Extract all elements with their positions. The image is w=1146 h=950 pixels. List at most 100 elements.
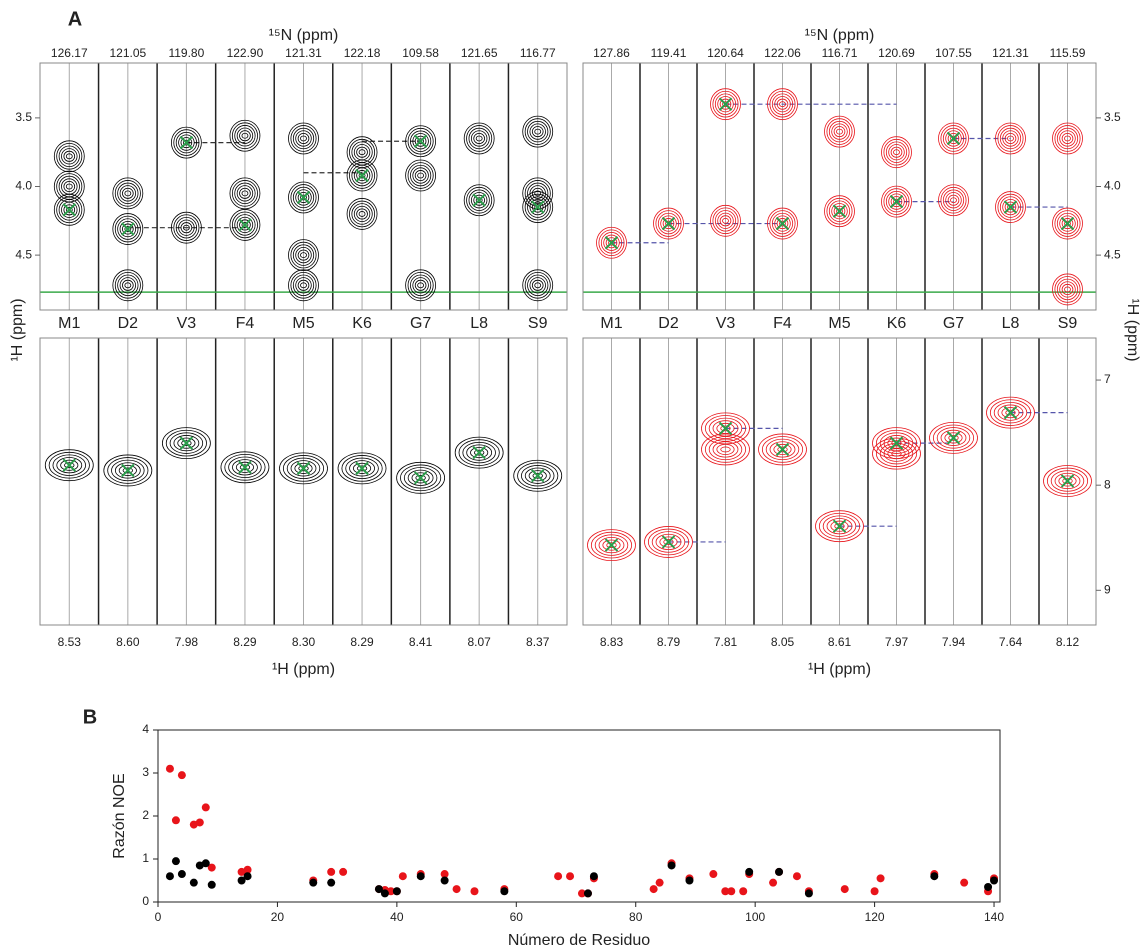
residue-label: V3 xyxy=(177,315,197,332)
h1-shift: 7.94 xyxy=(942,635,966,649)
data-point xyxy=(554,872,562,880)
data-point xyxy=(178,771,186,779)
data-point xyxy=(656,879,664,887)
x-axis-label: Número de Residuo xyxy=(508,932,650,949)
residue-label: D2 xyxy=(658,315,679,332)
x-axis-label: ¹H (ppm) xyxy=(272,661,335,678)
residue-label: M1 xyxy=(58,315,80,332)
data-point xyxy=(381,889,389,897)
data-point xyxy=(172,816,180,824)
data-point xyxy=(650,885,658,893)
n15-shift: 122.90 xyxy=(227,46,264,60)
residue-label: G7 xyxy=(410,315,431,332)
x-tick-label: 100 xyxy=(745,910,765,924)
data-point xyxy=(202,803,210,811)
h1-shift: 8.07 xyxy=(467,635,491,649)
residue-label: K6 xyxy=(887,315,907,332)
data-point xyxy=(566,872,574,880)
data-point xyxy=(441,877,449,885)
strip-panel xyxy=(45,338,561,625)
y-tick-label: 3.5 xyxy=(15,110,32,124)
h1-shift: 8.05 xyxy=(771,635,795,649)
data-point xyxy=(166,765,174,773)
residue-label: F4 xyxy=(773,315,792,332)
data-point xyxy=(871,887,879,895)
data-point xyxy=(960,879,968,887)
x-tick-label: 80 xyxy=(629,910,643,924)
h1-shift: 8.12 xyxy=(1056,635,1080,649)
h1-shift: 8.83 xyxy=(600,635,624,649)
h1-shift: 8.53 xyxy=(58,635,82,649)
y-tick-label: 4.0 xyxy=(1104,179,1121,193)
h1-shift: 8.61 xyxy=(828,635,852,649)
residue-label: K6 xyxy=(352,315,372,332)
data-point xyxy=(590,872,598,880)
x-tick-label: 40 xyxy=(390,910,404,924)
figure: A¹⁵N (ppm)¹H (ppm)¹H (ppm)126.17M18.5312… xyxy=(0,0,1146,950)
x-axis-label: ¹H (ppm) xyxy=(808,661,871,678)
y-axis-label: ¹H (ppm) xyxy=(9,298,26,361)
n15-shift: 121.65 xyxy=(461,46,498,60)
n15-shift: 109.58 xyxy=(402,46,439,60)
strip-panel xyxy=(583,63,1096,310)
y-tick-label: 7 xyxy=(1104,372,1111,386)
residue-label: V3 xyxy=(716,315,736,332)
n15-shift: 120.64 xyxy=(707,46,744,60)
data-point xyxy=(178,870,186,878)
y-tick-label: 3 xyxy=(142,765,149,779)
y-tick-label: 8 xyxy=(1104,477,1111,491)
n15-shift: 121.31 xyxy=(992,46,1029,60)
y-tick-label: 1 xyxy=(142,851,149,865)
x-tick-label: 20 xyxy=(271,910,285,924)
residue-label: L8 xyxy=(1002,315,1020,332)
data-point xyxy=(984,883,992,891)
n15-shift: 121.31 xyxy=(285,46,322,60)
data-point xyxy=(166,872,174,880)
data-point xyxy=(930,872,938,880)
data-point xyxy=(339,868,347,876)
data-point xyxy=(470,887,478,895)
data-point xyxy=(739,887,747,895)
y-tick-label: 4.0 xyxy=(15,179,32,193)
h1-shift: 7.98 xyxy=(175,635,199,649)
n15-shift: 116.77 xyxy=(520,46,556,60)
plot-frame xyxy=(158,730,1000,902)
data-point xyxy=(805,889,813,897)
data-point xyxy=(709,870,717,878)
y-tick-label: 4.5 xyxy=(1104,247,1121,261)
data-point xyxy=(877,874,885,882)
data-point xyxy=(327,879,335,887)
data-point xyxy=(417,872,425,880)
data-point xyxy=(769,879,777,887)
data-point xyxy=(327,868,335,876)
data-point xyxy=(500,887,508,895)
data-point xyxy=(453,885,461,893)
n15-shift: 119.41 xyxy=(651,46,687,60)
data-point xyxy=(202,859,210,867)
y-axis-label: ¹H (ppm) xyxy=(1124,298,1141,361)
panel-label: B xyxy=(83,706,97,728)
residue-label: M5 xyxy=(292,315,314,332)
residue-label: M5 xyxy=(828,315,850,332)
data-point xyxy=(172,857,180,865)
n15-shift: 120.69 xyxy=(878,46,915,60)
x-tick-label: 140 xyxy=(984,910,1004,924)
h1-shift: 8.41 xyxy=(409,635,433,649)
data-point xyxy=(244,872,252,880)
h1-shift: 8.30 xyxy=(292,635,316,649)
data-point xyxy=(399,872,407,880)
n15-title: ¹⁵N (ppm) xyxy=(805,27,875,44)
x-tick-label: 60 xyxy=(510,910,524,924)
y-tick-label: 2 xyxy=(142,808,149,822)
strip-panel xyxy=(588,338,1092,625)
n15-shift: 127.86 xyxy=(593,46,630,60)
residue-label: L8 xyxy=(470,315,488,332)
data-point xyxy=(775,868,783,876)
data-point xyxy=(208,881,216,889)
n15-shift: 115.59 xyxy=(1050,46,1086,60)
n15-shift: 116.71 xyxy=(822,46,858,60)
data-point xyxy=(990,877,998,885)
n15-shift: 122.18 xyxy=(344,46,381,60)
h1-shift: 8.37 xyxy=(526,635,550,649)
y-axis-label: Razón NOE xyxy=(111,773,128,858)
